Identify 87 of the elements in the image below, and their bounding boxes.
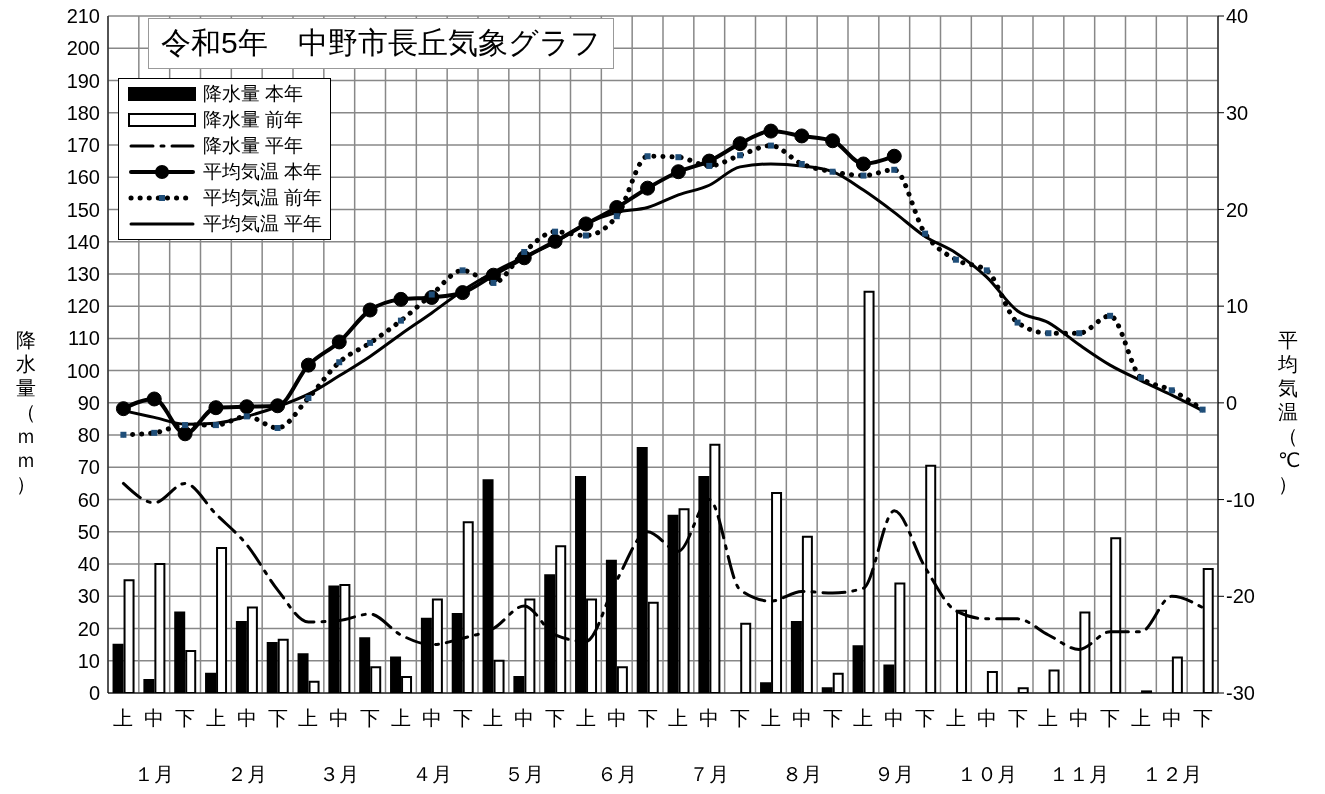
x-tick-label: 下 (545, 707, 566, 729)
y-tick-label: 20 (77, 617, 100, 640)
x-tick-label: 中 (1161, 707, 1182, 729)
x-tick-label: 中 (421, 707, 442, 729)
y-tick-label: 40 (77, 553, 100, 576)
legend-label: 降水量 本年 (203, 82, 304, 106)
y2-tick-label: 10 (1226, 295, 1249, 318)
x-tick-label: 上 (853, 707, 874, 729)
y-tick-label: 90 (77, 391, 100, 414)
y2-tick-label: 30 (1226, 101, 1249, 124)
x-tick-label: 中 (884, 707, 905, 729)
y2-axis-title: 平均気温（℃） (1278, 328, 1301, 496)
x-tick-label: 下 (452, 707, 473, 729)
x-tick-label: 上 (1038, 707, 1059, 729)
y-tick-label: 10 (77, 649, 100, 672)
x-tick-label: 中 (606, 707, 627, 729)
y-tick-label: 170 (66, 134, 100, 157)
x-tick-label: 中 (329, 707, 350, 729)
y-axis-title: 降水量（ｍｍ） (16, 328, 37, 496)
y-tick-label: 50 (77, 520, 100, 543)
text: １０月 (956, 763, 1017, 785)
x-tick-label: 下 (822, 707, 843, 729)
x-tick-label: 中 (791, 707, 812, 729)
y-tick-label: 0 (88, 682, 100, 705)
y-tick-label: 160 (66, 166, 100, 189)
x-tick-label: 上 (945, 707, 966, 729)
y-tick-label: 80 (77, 424, 100, 447)
x-tick-label: 上 (1130, 707, 1151, 729)
y2-tick-label: 20 (1226, 198, 1249, 221)
legend-label: 平均気温 平年 (203, 212, 323, 236)
y-tick-label: 140 (66, 230, 100, 253)
x-tick-label: 下 (267, 707, 288, 729)
x-tick-label: 下 (1007, 707, 1028, 729)
x-tick-label: 下 (1100, 707, 1121, 729)
x-tick-label: 下 (637, 707, 658, 729)
x-tick-label: 上 (113, 707, 134, 729)
x-tick-label: 中 (699, 707, 720, 729)
x-tick-label: 中 (1069, 707, 1090, 729)
y2-tick-label: -30 (1226, 682, 1255, 705)
x-tick-label: 中 (144, 707, 165, 729)
x-tick-label: 下 (915, 707, 936, 729)
x-tick-label: 上 (575, 707, 596, 729)
text: ２月 (226, 763, 267, 785)
x-tick-label: 上 (668, 707, 689, 729)
x-tick-label: 上 (760, 707, 781, 729)
legend-label: 平均気温 本年 (203, 160, 323, 184)
y-tick-label: 30 (77, 585, 100, 608)
x-tick-label: 下 (360, 707, 381, 729)
text: ６月 (596, 763, 637, 785)
y-tick-label: 70 (77, 456, 100, 479)
y2-tick-label: 40 (1226, 5, 1249, 28)
legend-label: 降水量 平年 (203, 134, 304, 158)
text: ７月 (689, 763, 730, 785)
y-tick-label: 60 (77, 488, 100, 511)
text: １２月 (1141, 763, 1202, 785)
x-tick-label: 下 (730, 707, 751, 729)
y-tick-label: 110 (68, 327, 100, 350)
y-tick-label: 130 (66, 263, 100, 285)
y2-tick-label: 0 (1226, 391, 1238, 414)
text: １１月 (1049, 763, 1110, 785)
x-tick-label: 上 (390, 707, 411, 729)
y-tick-label: 180 (66, 101, 100, 124)
text: ８月 (781, 763, 822, 785)
x-tick-label: 上 (298, 707, 319, 729)
legend-label: 降水量 前年 (203, 108, 304, 132)
text: １月 (134, 763, 175, 785)
x-tick-label: 中 (236, 707, 257, 729)
y-tick-label: 190 (66, 69, 100, 92)
x-tick-label: 上 (483, 707, 504, 729)
legend-label: 平均気温 前年 (203, 186, 323, 210)
x-tick-label: 下 (1192, 707, 1213, 729)
y2-tick-label: -20 (1226, 585, 1255, 608)
text: ５月 (504, 763, 545, 785)
text: ４月 (411, 763, 452, 785)
chart-title: 令和5年 中野市長丘気象グラフ (148, 18, 614, 69)
text: ９月 (874, 763, 915, 785)
y-tick-label: 150 (66, 198, 100, 221)
x-tick-label: 上 (205, 707, 226, 729)
x-tick-label: 中 (514, 707, 535, 729)
x-tick-label: 下 (175, 707, 196, 729)
y-tick-label: 120 (66, 295, 100, 318)
y-tick-label: 200 (66, 37, 100, 60)
y2-tick-label: -10 (1226, 488, 1255, 511)
y-tick-label: 210 (66, 5, 100, 28)
y-tick-label: 100 (66, 359, 100, 382)
text: ３月 (319, 763, 360, 785)
x-tick-label: 中 (976, 707, 997, 729)
